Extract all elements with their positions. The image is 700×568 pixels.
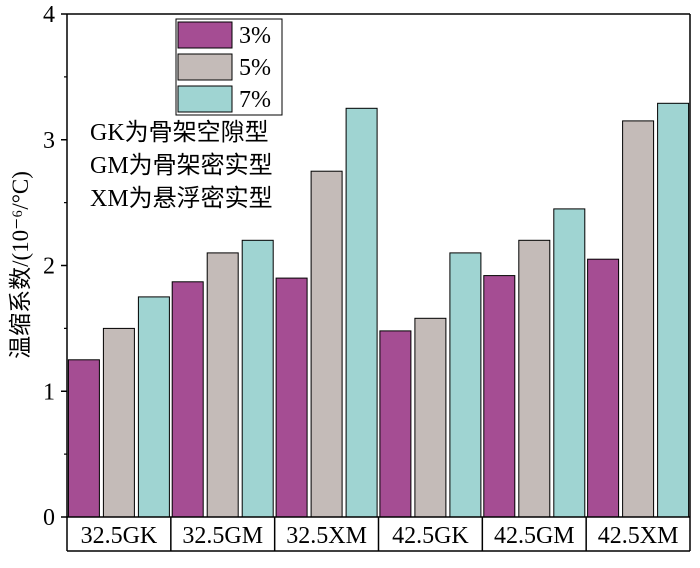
bar-32.5GK-3% — [67, 359, 100, 518]
bar-32.5XM-5% — [310, 170, 343, 518]
legend-swatch-3% — [177, 21, 233, 49]
bar-32.5GK-7% — [137, 296, 170, 518]
bar-42.5XM-3% — [587, 258, 620, 518]
y-tick-label-2: 2 — [43, 254, 55, 280]
bar-32.5XM-7% — [345, 107, 378, 518]
y-tick-label-1: 1 — [43, 379, 55, 405]
legend-swatch-7% — [177, 85, 233, 113]
bar-42.5GM-3% — [483, 275, 516, 518]
bar-42.5XM-5% — [622, 120, 655, 518]
category-labels-group: 32.5GK 32.5GM 32.5XM 42.5GK 42.5GM 42.5XM — [81, 517, 679, 551]
bar-32.5GM-7% — [241, 239, 274, 518]
legend-label-3%: 3% — [239, 23, 271, 49]
bar-32.5GM-3% — [171, 281, 204, 518]
bar-42.5GM-5% — [518, 239, 551, 518]
note-1: GK为骨架空隙型 — [90, 119, 269, 146]
category-label-32.5XM: 32.5XM — [286, 523, 367, 549]
bar-42.5GM-7% — [553, 208, 586, 518]
legend-label-5%: 5% — [239, 55, 271, 81]
legend-swatch-5% — [177, 53, 233, 81]
bar-32.5GK-5% — [102, 327, 135, 518]
y-ticks-group: 0 1 2 3 4 — [43, 2, 67, 531]
y-tick-label-3: 3 — [43, 128, 55, 154]
y-tick-label-0: 0 — [43, 505, 55, 531]
y-axis-label: 温缩系数/(10⁻⁶/°C) — [8, 171, 33, 359]
bar-32.5GM-5% — [206, 252, 239, 518]
bar-42.5GK-3% — [379, 330, 412, 518]
bar-32.5XM-3% — [275, 277, 308, 518]
category-label-42.5XM: 42.5XM — [598, 523, 679, 549]
legend: 3% 5% 7% — [175, 18, 283, 116]
bar-42.5GK-5% — [414, 317, 447, 518]
category-label-32.5GK: 32.5GK — [81, 523, 158, 549]
y-tick-label-4: 4 — [43, 2, 55, 28]
category-label-42.5GM: 42.5GM — [494, 523, 575, 549]
legend-label-7%: 7% — [239, 87, 271, 113]
category-label-32.5GM: 32.5GM — [182, 523, 263, 549]
bars-group — [67, 102, 690, 518]
annotation-notes: GK为骨架空隙型 GM为骨架密实型 XM为悬浮密实型 — [90, 119, 273, 212]
bar-42.5XM-7% — [657, 102, 690, 518]
note-3: XM为悬浮密实型 — [90, 185, 273, 212]
bar-42.5GK-7% — [449, 252, 482, 518]
note-2: GM为骨架密实型 — [90, 152, 273, 179]
category-label-42.5GK: 42.5GK — [392, 523, 469, 549]
